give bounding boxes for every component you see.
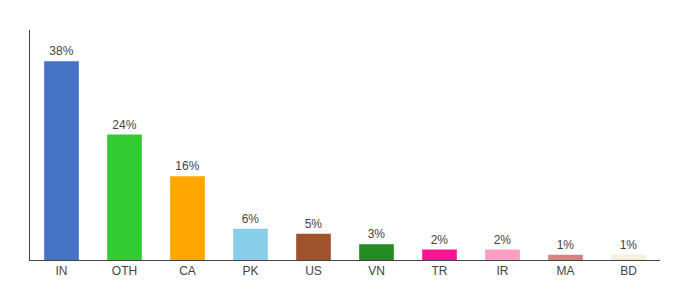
svg-text:24%: 24% xyxy=(112,118,136,132)
svg-text:IR: IR xyxy=(497,264,509,278)
svg-text:PK: PK xyxy=(242,264,258,278)
svg-text:6%: 6% xyxy=(242,212,260,226)
svg-text:US: US xyxy=(305,264,322,278)
svg-text:2%: 2% xyxy=(494,233,512,247)
svg-text:IN: IN xyxy=(56,264,68,278)
svg-text:2%: 2% xyxy=(431,233,449,247)
svg-text:38%: 38% xyxy=(49,44,73,58)
svg-text:1%: 1% xyxy=(557,238,575,252)
svg-text:VN: VN xyxy=(368,264,385,278)
svg-text:MA: MA xyxy=(557,264,575,278)
svg-text:5%: 5% xyxy=(305,217,323,231)
svg-text:3%: 3% xyxy=(368,227,386,241)
svg-text:CA: CA xyxy=(179,264,196,278)
svg-text:TR: TR xyxy=(432,264,448,278)
svg-text:16%: 16% xyxy=(175,159,199,173)
svg-text:OTH: OTH xyxy=(112,264,137,278)
svg-text:BD: BD xyxy=(620,264,637,278)
svg-text:1%: 1% xyxy=(620,238,638,252)
